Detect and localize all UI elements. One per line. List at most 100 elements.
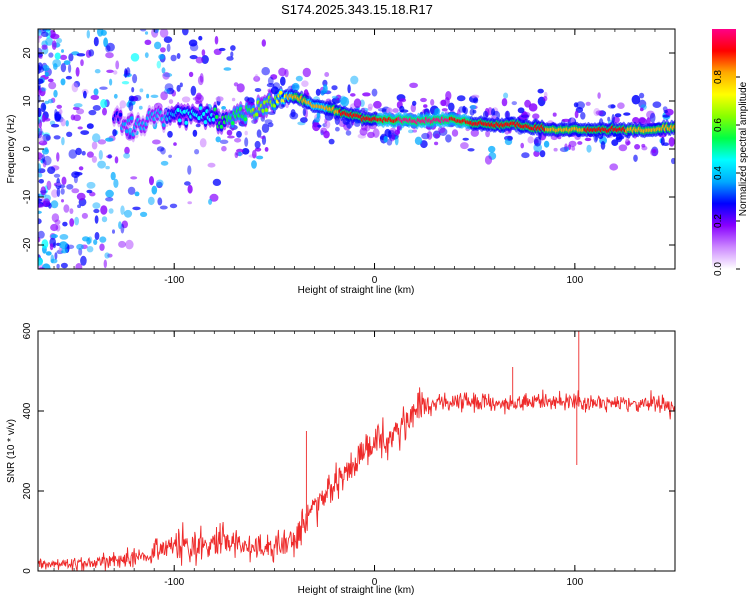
spectrogram-noise-blob <box>568 140 577 148</box>
spectrogram-noise-blob <box>212 178 222 186</box>
spectrogram-noise-blob <box>50 33 60 40</box>
spectrogram-noise-blob <box>188 39 198 47</box>
spectrogram-noise-blob <box>532 113 540 120</box>
spectrogram-noise-blob <box>267 122 274 128</box>
spectrogram-noise-blob <box>219 139 229 144</box>
spectrogram-noise-blob <box>350 93 356 97</box>
spectrogram-noise-blob <box>125 239 134 250</box>
spectrogram-noise-blob <box>580 112 586 120</box>
spectrogram-noise-blob <box>533 136 542 147</box>
spectrogram-noise-blob <box>289 112 299 120</box>
spectrogram-noise-blob <box>528 103 538 112</box>
spectrogram-noise-blob <box>81 212 88 219</box>
spectrogram-noise-blob <box>511 101 517 106</box>
spectrogram-noise-blob <box>445 134 452 143</box>
spectrogram-noise-blob <box>132 206 141 211</box>
spectrogram-noise-blob <box>209 193 219 202</box>
spectrogram-noise-blob <box>394 135 399 146</box>
spectrogram-noise-blob <box>421 132 430 140</box>
spectrogram-noise-blob <box>190 85 197 96</box>
spectrogram-noise-blob <box>157 197 163 206</box>
spectrogram-noise-blob <box>312 121 321 132</box>
snr-x-label: Height of straight line (km) <box>298 585 415 596</box>
spectrogram-noise-blob <box>668 137 675 147</box>
spectrogram-noise-blob <box>118 240 126 248</box>
spectrogram-noise-blob <box>503 92 509 99</box>
spectrogram-noise-blob <box>44 100 50 105</box>
colorbar-label: Normalized spectral amplitude <box>738 81 749 216</box>
snr-axes: -100 0 100 0 200 400 600 <box>22 322 676 588</box>
spectrogram-noise-blob <box>473 97 479 104</box>
spectrogram-noise-blob <box>160 160 169 166</box>
spectrogram-noise-blob <box>99 243 105 251</box>
spectrogram-noise-blob <box>86 123 94 129</box>
spectrogram-noise-blob <box>593 108 601 117</box>
spectrogram-ytick-label: -20 <box>22 237 33 252</box>
snr-xtick-label: 0 <box>372 577 378 588</box>
spectrogram-noise-blob <box>359 127 368 136</box>
spectrogram-noise-blob <box>41 31 49 37</box>
spectrogram-noise-blob <box>151 185 158 195</box>
spectrogram-noise-blob <box>173 142 177 146</box>
spectrogram-noise-blob <box>618 135 625 140</box>
spectrogram-noise-blob <box>340 96 350 107</box>
spectrogram-noise-blob <box>236 83 245 93</box>
spectrogram-noise-blob <box>440 99 447 107</box>
spectrogram-noise-blob <box>158 54 165 60</box>
spectrogram-noise-blob <box>150 94 159 99</box>
spectrogram-noise-blob <box>598 110 607 117</box>
spectrogram-noise-blob <box>107 253 113 258</box>
spectrogram-noise-blob <box>215 136 221 143</box>
spectrogram-noise-blob <box>195 100 200 105</box>
spectrogram-noise-blob <box>504 110 511 120</box>
colorbar-tick-label: 0.2 <box>713 214 724 228</box>
spectrogram-noise-blob <box>100 205 108 215</box>
spectrogram-noise-blob <box>105 52 114 59</box>
spectrogram-noise-blob <box>302 108 306 116</box>
spectrogram-ridge-core <box>125 129 129 134</box>
colorbar-tick-label: 0.6 <box>713 118 724 132</box>
spectrogram-noise-blob <box>187 184 193 194</box>
spectrogram-noise-blob <box>410 103 416 113</box>
spectrogram-noise-blob <box>660 137 665 146</box>
spectrogram-noise-blob <box>38 163 42 173</box>
spectrogram-noise-blob <box>317 124 322 128</box>
spectrogram-noise-blob <box>69 208 74 215</box>
spectrogram-noise-blob <box>91 155 97 163</box>
spectrogram-noise-blob <box>121 81 130 85</box>
spectrogram-noise-blob <box>63 60 71 65</box>
spectrogram-noise-blob <box>214 35 219 45</box>
spectrogram-noise-blob <box>83 90 87 99</box>
spectrogram-noise-blob <box>577 141 583 145</box>
spectrogram-noise-blob <box>507 135 513 141</box>
spectrogram-noise-blob <box>109 78 113 86</box>
spectrogram-noise-blob <box>41 239 49 249</box>
spectrogram-noise-blob <box>251 160 257 169</box>
spectrogram-noise-blob <box>38 257 43 266</box>
spectrogram-noise-blob <box>47 99 54 104</box>
spectrogram-noise-blob <box>56 37 63 44</box>
spectrogram-noise-blob <box>386 138 393 146</box>
spectrogram-noise-blob <box>76 108 85 115</box>
spectrogram-noise-blob <box>60 188 65 195</box>
spectrogram-noise-blob <box>543 95 548 102</box>
spectrogram-noise-blob <box>207 162 216 168</box>
spectrogram-noise-blob <box>68 149 78 159</box>
spectrogram-xtick-label: 0 <box>372 275 378 286</box>
spectrogram-noise-blob <box>38 218 42 225</box>
spectrogram-noise-blob <box>77 126 83 130</box>
spectrogram-noise-blob <box>38 29 42 36</box>
spectrogram-noise-blob <box>362 92 371 97</box>
spectrogram-noise-blob <box>214 22 223 25</box>
spectrogram-noise-blob <box>144 39 152 45</box>
spectrogram-noise-blob <box>236 148 244 153</box>
spectrogram-noise-blob <box>38 203 44 208</box>
spectrogram-noise-blob <box>611 139 619 147</box>
spectrogram-noise-blob <box>241 148 250 155</box>
spectrogram-noise-blob <box>552 112 557 117</box>
spectrogram-noise-blob <box>359 99 365 107</box>
spectrogram-noise-blob <box>100 29 107 36</box>
spectrogram-noise-blob <box>641 143 646 148</box>
spectrogram-noise-blob <box>151 29 159 38</box>
